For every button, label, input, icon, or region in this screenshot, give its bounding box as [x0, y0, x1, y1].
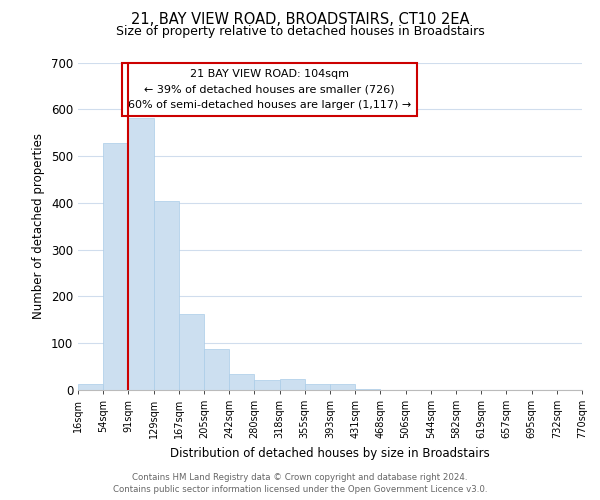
X-axis label: Distribution of detached houses by size in Broadstairs: Distribution of detached houses by size …: [170, 446, 490, 460]
Text: Size of property relative to detached houses in Broadstairs: Size of property relative to detached ho…: [116, 25, 484, 38]
Bar: [305, 384, 330, 390]
Bar: [355, 388, 380, 390]
Bar: [330, 384, 355, 390]
Bar: [204, 350, 229, 390]
Bar: [154, 200, 179, 390]
Bar: [254, 380, 280, 390]
Y-axis label: Number of detached properties: Number of detached properties: [32, 133, 46, 320]
Text: 21, BAY VIEW ROAD, BROADSTAIRS, CT10 2EA: 21, BAY VIEW ROAD, BROADSTAIRS, CT10 2EA: [131, 12, 469, 28]
Bar: [179, 314, 204, 390]
Bar: [229, 374, 254, 390]
Bar: [78, 384, 103, 390]
Text: 21 BAY VIEW ROAD: 104sqm
← 39% of detached houses are smaller (726)
60% of semi-: 21 BAY VIEW ROAD: 104sqm ← 39% of detach…: [128, 69, 411, 110]
Bar: [280, 379, 305, 390]
Bar: [103, 144, 128, 390]
Text: Contains HM Land Registry data © Crown copyright and database right 2024.
Contai: Contains HM Land Registry data © Crown c…: [113, 472, 487, 494]
Bar: [128, 118, 154, 390]
